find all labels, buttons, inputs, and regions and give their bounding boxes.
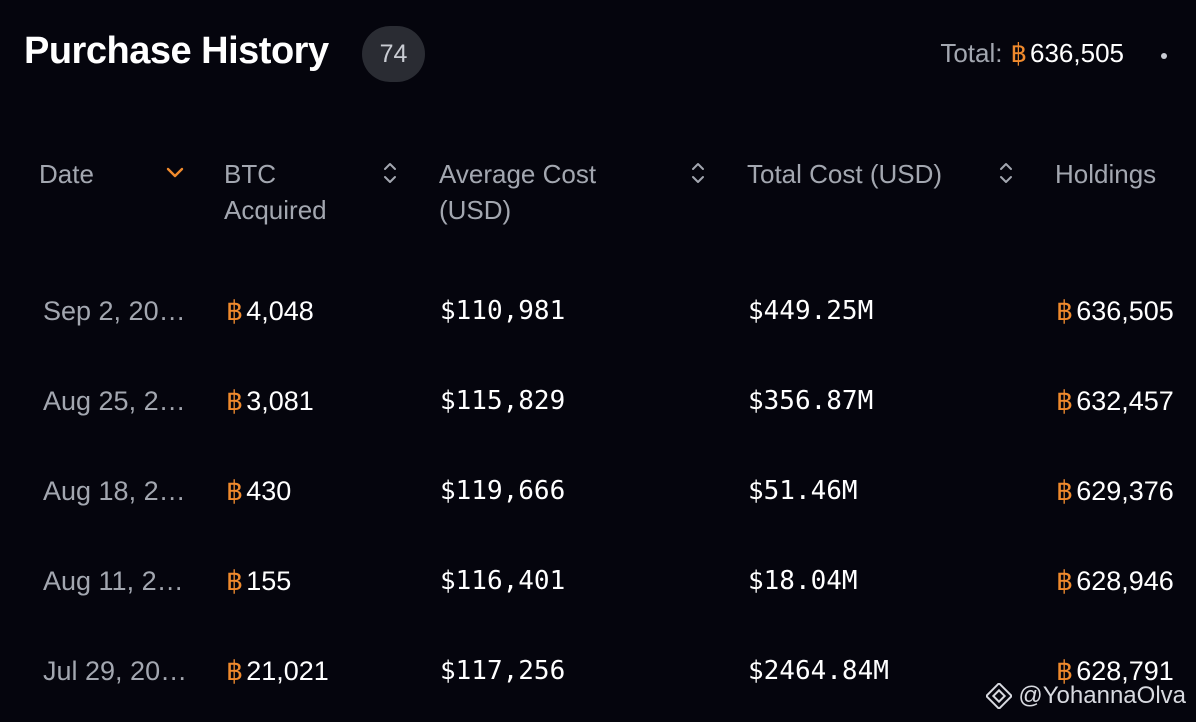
watermark-handle: @YohannaOlva bbox=[1018, 682, 1186, 709]
btc-icon: ฿ bbox=[226, 386, 244, 416]
column-header-btc-line2: Acquired bbox=[224, 195, 327, 225]
total-summary: Total: ฿ 636,505 bbox=[940, 38, 1124, 69]
btc-acquired-value: 21,021 bbox=[246, 656, 329, 686]
column-header-date[interactable]: Date bbox=[39, 156, 94, 192]
btc-acquired-value: 4,048 bbox=[246, 296, 314, 326]
total-label: Total: bbox=[940, 38, 1003, 68]
cell-average-cost: $119,666 bbox=[440, 476, 566, 506]
cell-average-cost: $110,981 bbox=[440, 296, 566, 326]
cell-average-cost: $115,829 bbox=[440, 386, 566, 416]
cell-date: Sep 2, 20… bbox=[43, 296, 186, 326]
column-header-avg-line1: Average Cost bbox=[439, 159, 597, 189]
cell-btc-acquired: ฿ 430 bbox=[226, 476, 291, 507]
cell-total-cost: $51.46M bbox=[748, 476, 858, 506]
column-header-avg-line2: (USD) bbox=[439, 195, 512, 225]
btc-icon: ฿ bbox=[226, 296, 244, 326]
btc-acquired-value: 3,081 bbox=[246, 386, 314, 416]
cell-holdings: ฿ 628,946 bbox=[1056, 566, 1174, 597]
btc-icon: ฿ bbox=[1056, 656, 1074, 686]
btc-icon: ฿ bbox=[1056, 296, 1074, 326]
cell-btc-acquired: ฿ 3,081 bbox=[226, 386, 314, 417]
btc-icon: ฿ bbox=[226, 656, 244, 686]
cell-date: Aug 11, 2… bbox=[43, 566, 184, 596]
cell-date: Aug 25, 2… bbox=[43, 386, 186, 416]
column-header-date-label: Date bbox=[39, 159, 94, 189]
holdings-value: 636,505 bbox=[1076, 296, 1174, 326]
cell-holdings: ฿ 629,376 bbox=[1056, 476, 1174, 507]
btc-icon: ฿ bbox=[226, 566, 244, 596]
total-value: 636,505 bbox=[1030, 38, 1124, 68]
holdings-value: 628,791 bbox=[1076, 656, 1174, 686]
column-header-average-cost[interactable]: Average Cost (USD) bbox=[439, 156, 596, 228]
holdings-value: 629,376 bbox=[1076, 476, 1174, 506]
btc-icon: ฿ bbox=[1056, 476, 1074, 506]
dot-menu-icon[interactable] bbox=[1161, 53, 1167, 59]
column-header-holdings-label: Holdings bbox=[1055, 159, 1157, 189]
cell-holdings: ฿ 632,457 bbox=[1056, 386, 1174, 417]
btc-acquired-value: 155 bbox=[246, 566, 292, 596]
btc-acquired-value: 430 bbox=[246, 476, 292, 506]
cell-holdings: ฿ 628,791 bbox=[1056, 656, 1174, 687]
holdings-value: 628,946 bbox=[1076, 566, 1174, 596]
btc-icon: ฿ bbox=[1056, 386, 1074, 416]
cell-total-cost: $449.25M bbox=[748, 296, 874, 326]
sort-updown-icon[interactable] bbox=[687, 160, 709, 186]
sort-updown-icon[interactable] bbox=[379, 160, 401, 186]
watermark: @YohannaOlva bbox=[986, 682, 1186, 710]
column-header-total-cost[interactable]: Total Cost (USD) bbox=[747, 156, 942, 192]
column-header-btc-line1: BTC bbox=[224, 159, 276, 189]
cell-average-cost: $117,256 bbox=[440, 656, 566, 686]
btc-icon: ฿ bbox=[226, 476, 244, 506]
purchase-count-badge: 74 bbox=[362, 26, 425, 82]
column-header-total-cost-label: Total Cost (USD) bbox=[747, 159, 943, 189]
cell-btc-acquired: ฿ 155 bbox=[226, 566, 291, 597]
cell-btc-acquired: ฿ 21,021 bbox=[226, 656, 329, 687]
cell-total-cost: $2464.84M bbox=[748, 656, 889, 686]
column-header-btc-acquired[interactable]: BTC Acquired bbox=[224, 156, 327, 228]
binance-logo-icon bbox=[986, 683, 1013, 709]
cell-date: Jul 29, 20… bbox=[43, 656, 188, 686]
btc-icon: ฿ bbox=[1010, 38, 1028, 68]
cell-total-cost: $18.04M bbox=[748, 566, 858, 596]
cell-date: Aug 18, 2… bbox=[43, 476, 186, 506]
cell-btc-acquired: ฿ 4,048 bbox=[226, 296, 314, 327]
sort-updown-icon[interactable] bbox=[995, 160, 1017, 186]
chevron-down-icon[interactable] bbox=[164, 160, 186, 186]
cell-total-cost: $356.87M bbox=[748, 386, 874, 416]
btc-icon: ฿ bbox=[1056, 566, 1074, 596]
cell-holdings: ฿ 636,505 bbox=[1056, 296, 1174, 327]
cell-average-cost: $116,401 bbox=[440, 566, 566, 596]
column-header-holdings[interactable]: Holdings bbox=[1055, 156, 1156, 192]
page-title: Purchase History bbox=[24, 30, 329, 72]
holdings-value: 632,457 bbox=[1076, 386, 1174, 416]
